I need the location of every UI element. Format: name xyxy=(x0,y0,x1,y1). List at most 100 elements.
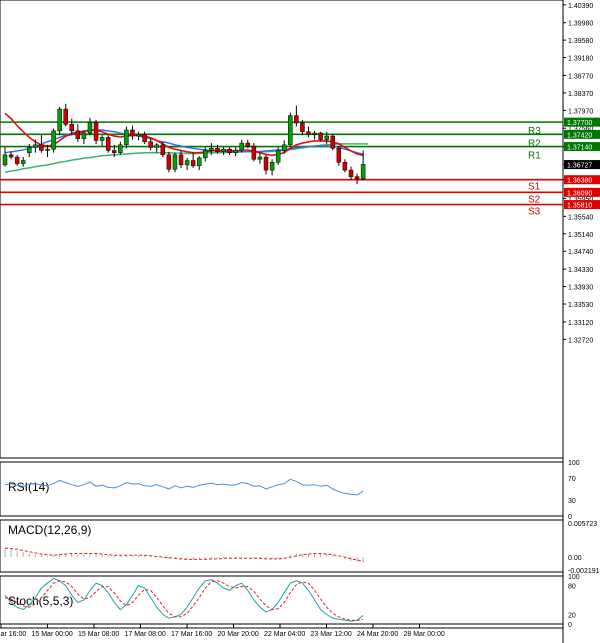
main-price-axis: 1.40390 1.39980 1.39580 1.39180 1.38770 1.383… xyxy=(563,3,600,344)
rsi-y-tick-label: 0 xyxy=(568,514,572,521)
level-price-box xyxy=(564,142,600,152)
current-price-box xyxy=(564,160,600,170)
candle-body xyxy=(172,154,178,170)
candle-body xyxy=(348,169,354,177)
y-tick-label: 1.37560 xyxy=(568,126,593,133)
level-price-label: 1.35810 xyxy=(567,203,592,210)
x-tick-label: 17 Mar 16:00 xyxy=(171,631,212,638)
candle-body xyxy=(14,156,20,164)
stoch-y-tick-label: 80 xyxy=(568,584,576,591)
candle-body xyxy=(281,144,287,151)
y-tick-label: 1.39980 xyxy=(568,21,593,28)
candle-body xyxy=(354,176,360,180)
y-tick-label: 1.40390 xyxy=(568,3,593,10)
moving-average-blue xyxy=(4,129,364,155)
y-tick-label: 1.32720 xyxy=(568,337,593,344)
current-price-label: 1.36727 xyxy=(567,163,592,170)
stoch-y-tick-label: 20 xyxy=(568,612,576,619)
candle-body xyxy=(324,135,329,140)
stoch-title: Stoch(5,5,3) xyxy=(8,594,73,608)
level-price-box xyxy=(564,187,600,197)
level-label-r2: R2 xyxy=(528,138,541,149)
y-tick-label: 1.38770 xyxy=(568,73,593,80)
candle-body xyxy=(99,137,105,141)
candle-body xyxy=(75,130,81,139)
level-label-r1: R1 xyxy=(528,151,541,162)
candle-body xyxy=(81,132,87,139)
y-tick-label: 1.33930 xyxy=(568,285,593,292)
stoch-k-line xyxy=(4,577,364,622)
level-label-s2: S2 xyxy=(528,194,541,205)
y-tick-label: 1.39180 xyxy=(568,56,593,63)
rsi-line xyxy=(4,478,364,496)
rsi-y-tick-label: 70 xyxy=(568,476,576,483)
candle-body xyxy=(184,160,190,166)
candle-body xyxy=(87,121,93,134)
candle-body xyxy=(294,115,299,124)
macd-y-tick-label: -0.002191 xyxy=(568,568,600,575)
y-tick-label: 1.33530 xyxy=(568,302,593,309)
macd-panel[interactable]: MACD(12,26,9) 0.005723 0.00 -0.002191 xyxy=(0,519,600,575)
candle-body xyxy=(300,122,305,132)
candle-body xyxy=(69,124,75,132)
candle-body xyxy=(154,144,159,148)
candle-body xyxy=(257,156,263,160)
level-price-box xyxy=(564,200,600,210)
candle-body xyxy=(227,148,232,153)
macd-signal-line xyxy=(4,547,364,562)
macd-frame xyxy=(0,519,564,573)
rsi-panel[interactable]: RSI(14) 100 70 30 0 xyxy=(0,460,580,521)
candle-body xyxy=(51,130,56,150)
x-tick-label: 15 Mar 08:00 xyxy=(78,631,119,638)
level-price-label: 1.37700 xyxy=(567,120,592,127)
candle-body xyxy=(245,142,251,147)
x-tick-label: 22 Mar 04:00 xyxy=(264,631,305,638)
candle-body xyxy=(20,160,26,164)
y-tick-label: 1.37970 xyxy=(568,108,593,115)
candle-body xyxy=(124,129,129,146)
level-label-s1: S1 xyxy=(528,182,541,193)
candle-body xyxy=(330,135,336,149)
candle-body xyxy=(33,144,38,148)
rsi-y-tick-label: 100 xyxy=(568,460,580,467)
candle-body xyxy=(57,108,62,132)
candle-body xyxy=(45,148,50,151)
candle-body xyxy=(312,132,317,135)
candle-body xyxy=(336,148,342,163)
candle-body xyxy=(160,144,166,156)
x-tick-label: 24 Mar 20:00 xyxy=(357,631,398,638)
candle-body xyxy=(130,129,135,137)
macd-title: MACD(12,26,9) xyxy=(8,523,91,537)
level-price-box xyxy=(564,117,600,127)
macd-y-tick-label: 0.00 xyxy=(568,555,582,562)
x-tick-label: 14 Mar 16:00 xyxy=(0,631,26,638)
x-tick-label: 15 Mar 00:00 xyxy=(32,631,73,638)
level-price-label: 1.36380 xyxy=(567,178,592,185)
candle-body xyxy=(233,149,238,153)
candle-body xyxy=(215,148,220,153)
level-price-label: 1.37420 xyxy=(567,132,592,139)
level-price-box xyxy=(564,175,600,185)
stoch-panel[interactable]: Stoch(5,5,3) 100 80 20 0 xyxy=(0,574,580,629)
y-tick-label: 1.35140 xyxy=(568,232,593,239)
y-tick-label: 1.39580 xyxy=(568,38,593,45)
macd-y-tick-label: 0.005723 xyxy=(568,521,597,528)
candle-body xyxy=(142,134,147,143)
stoch-d-line xyxy=(4,580,364,622)
y-tick-label: 1.38370 xyxy=(568,91,593,98)
candle-body xyxy=(93,121,99,141)
candle-body xyxy=(118,144,123,153)
x-tick-label: 20 Mar 20:00 xyxy=(218,631,259,638)
candle-body xyxy=(209,148,214,151)
candle-body xyxy=(239,142,244,151)
candle-body xyxy=(269,162,275,171)
y-tick-label: 1.33120 xyxy=(568,320,593,327)
x-tick-label: 17 Mar 08:00 xyxy=(125,631,166,638)
rsi-frame xyxy=(0,461,564,517)
candle-body xyxy=(136,134,141,137)
stoch-y-tick-label: 100 xyxy=(568,574,580,581)
candle-body xyxy=(190,160,196,167)
candle-body xyxy=(318,132,323,140)
